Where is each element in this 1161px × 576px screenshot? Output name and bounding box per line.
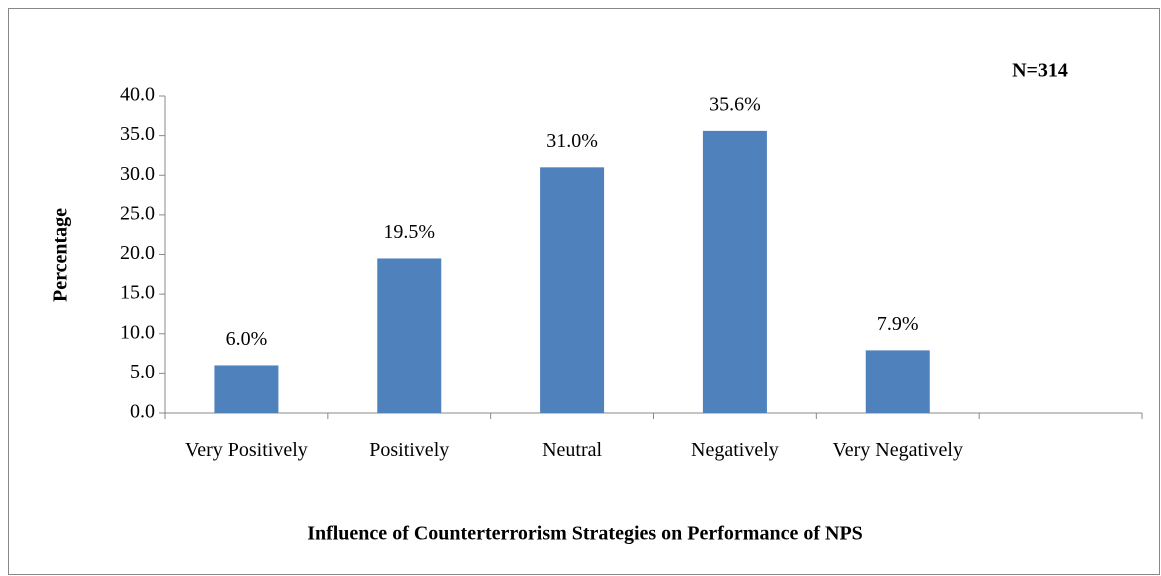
data-label: 7.9% (877, 313, 919, 335)
bar (865, 350, 930, 413)
y-tick-label: 20.0 (120, 242, 155, 264)
bar (540, 167, 605, 413)
chart-border (8, 8, 1160, 575)
data-label: 19.5% (383, 221, 435, 243)
y-tick-label: 30.0 (120, 163, 155, 185)
x-tick-label: Negatively (691, 439, 779, 461)
x-tick-label: Positively (369, 439, 450, 461)
bar (702, 130, 767, 413)
y-tick-label: 5.0 (130, 361, 155, 383)
x-tick-label: Very Positively (185, 439, 308, 461)
y-tick-label: 35.0 (120, 123, 155, 145)
x-tick-label: Very Negatively (832, 439, 963, 461)
y-tick-label: 15.0 (120, 282, 155, 304)
data-label: 31.0% (546, 130, 598, 152)
y-axis-title: Percentage (50, 208, 72, 302)
y-tick-label: 40.0 (120, 84, 155, 106)
data-label: 6.0% (226, 328, 268, 350)
y-tick-label: 10.0 (120, 321, 155, 343)
y-tick-label: 0.0 (130, 401, 155, 423)
y-tick-label: 25.0 (120, 202, 155, 224)
bar (214, 365, 279, 413)
data-label: 35.6% (709, 93, 761, 115)
bar (377, 258, 442, 413)
x-axis-title: Influence of Counterterrorism Strategies… (307, 523, 863, 545)
annotation: N=314 (1012, 60, 1068, 82)
x-tick-label: Neutral (542, 439, 603, 461)
